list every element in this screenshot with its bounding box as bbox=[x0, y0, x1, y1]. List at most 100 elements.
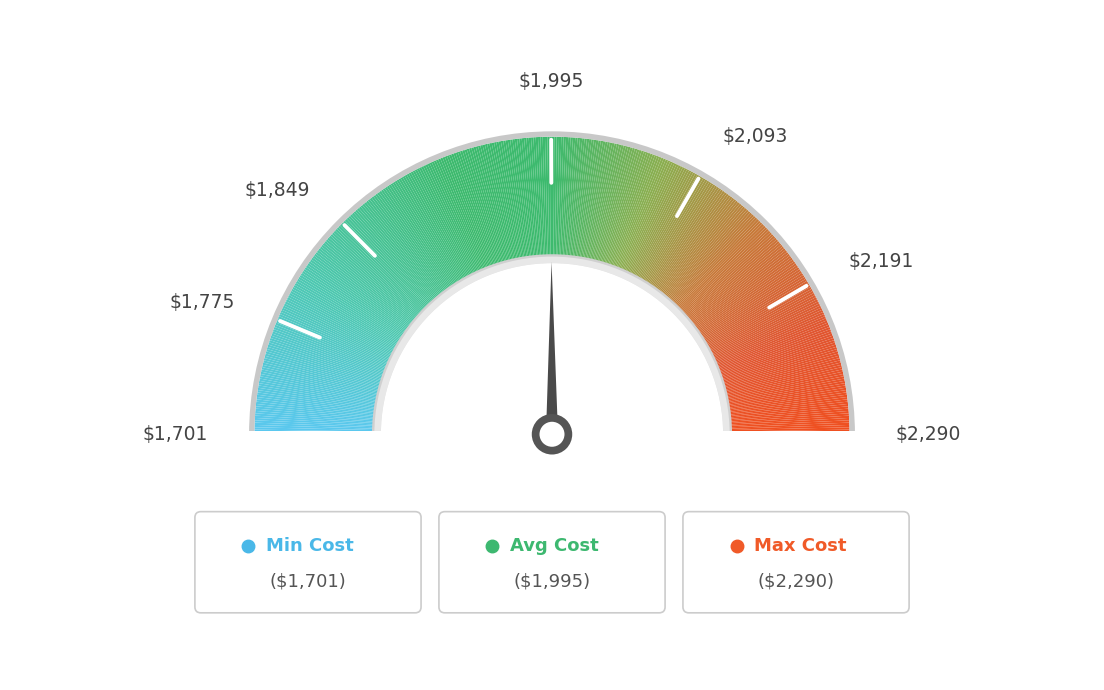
Wedge shape bbox=[374, 257, 730, 434]
Wedge shape bbox=[691, 248, 786, 324]
Text: ($1,995): ($1,995) bbox=[513, 573, 591, 591]
Wedge shape bbox=[269, 338, 383, 377]
Wedge shape bbox=[726, 374, 843, 400]
Wedge shape bbox=[658, 195, 731, 291]
Wedge shape bbox=[619, 159, 666, 269]
Wedge shape bbox=[647, 181, 711, 284]
Wedge shape bbox=[590, 144, 617, 260]
Wedge shape bbox=[517, 139, 532, 257]
Wedge shape bbox=[730, 402, 848, 416]
Wedge shape bbox=[580, 140, 601, 258]
Wedge shape bbox=[731, 425, 849, 430]
Wedge shape bbox=[255, 413, 374, 423]
Wedge shape bbox=[289, 293, 395, 351]
Wedge shape bbox=[501, 141, 522, 258]
Wedge shape bbox=[519, 138, 534, 257]
Circle shape bbox=[540, 422, 564, 446]
Wedge shape bbox=[673, 216, 756, 304]
Wedge shape bbox=[629, 166, 683, 274]
Wedge shape bbox=[558, 137, 564, 256]
Wedge shape bbox=[257, 388, 375, 408]
Wedge shape bbox=[724, 356, 840, 388]
Wedge shape bbox=[703, 277, 806, 341]
Wedge shape bbox=[729, 390, 847, 409]
Wedge shape bbox=[489, 143, 516, 259]
Wedge shape bbox=[724, 353, 839, 387]
Wedge shape bbox=[274, 327, 385, 371]
Wedge shape bbox=[730, 418, 849, 426]
Wedge shape bbox=[583, 141, 605, 259]
Wedge shape bbox=[316, 252, 411, 326]
FancyBboxPatch shape bbox=[683, 512, 909, 613]
Wedge shape bbox=[714, 312, 825, 362]
Wedge shape bbox=[651, 187, 720, 286]
Wedge shape bbox=[726, 369, 843, 397]
Wedge shape bbox=[255, 418, 374, 426]
Wedge shape bbox=[469, 148, 503, 263]
Wedge shape bbox=[443, 157, 488, 268]
Wedge shape bbox=[723, 349, 838, 384]
Wedge shape bbox=[677, 222, 763, 308]
Wedge shape bbox=[381, 190, 450, 288]
Wedge shape bbox=[555, 137, 559, 256]
Wedge shape bbox=[429, 162, 480, 272]
Wedge shape bbox=[460, 150, 498, 264]
Wedge shape bbox=[730, 400, 848, 415]
Wedge shape bbox=[399, 178, 461, 282]
Wedge shape bbox=[616, 157, 661, 268]
Wedge shape bbox=[329, 236, 420, 316]
Text: ($2,290): ($2,290) bbox=[757, 573, 835, 591]
Wedge shape bbox=[624, 162, 675, 272]
Wedge shape bbox=[686, 237, 777, 317]
Wedge shape bbox=[297, 279, 400, 342]
Wedge shape bbox=[256, 400, 374, 415]
Wedge shape bbox=[681, 229, 768, 312]
Wedge shape bbox=[436, 159, 484, 270]
Wedge shape bbox=[317, 250, 412, 325]
Wedge shape bbox=[671, 213, 752, 302]
Wedge shape bbox=[304, 269, 404, 336]
Wedge shape bbox=[723, 351, 838, 386]
Wedge shape bbox=[255, 411, 374, 422]
Wedge shape bbox=[255, 422, 373, 428]
Wedge shape bbox=[667, 206, 745, 299]
Wedge shape bbox=[295, 283, 399, 344]
Wedge shape bbox=[438, 159, 485, 269]
Wedge shape bbox=[668, 208, 747, 299]
Wedge shape bbox=[401, 177, 463, 281]
Wedge shape bbox=[308, 262, 406, 332]
Wedge shape bbox=[650, 186, 718, 286]
Wedge shape bbox=[386, 186, 454, 286]
Wedge shape bbox=[359, 206, 437, 299]
Wedge shape bbox=[640, 176, 701, 280]
Wedge shape bbox=[679, 226, 766, 310]
Wedge shape bbox=[434, 160, 482, 270]
Wedge shape bbox=[332, 233, 421, 314]
Wedge shape bbox=[730, 411, 849, 422]
Wedge shape bbox=[254, 430, 373, 433]
Wedge shape bbox=[543, 137, 548, 256]
Wedge shape bbox=[293, 287, 397, 347]
Wedge shape bbox=[707, 285, 810, 346]
Wedge shape bbox=[652, 188, 721, 288]
Wedge shape bbox=[256, 402, 374, 416]
Wedge shape bbox=[277, 318, 388, 366]
Wedge shape bbox=[355, 210, 435, 300]
Wedge shape bbox=[714, 310, 824, 361]
Wedge shape bbox=[725, 362, 841, 393]
Wedge shape bbox=[383, 188, 452, 288]
Wedge shape bbox=[272, 331, 384, 374]
Wedge shape bbox=[325, 241, 416, 319]
Wedge shape bbox=[280, 310, 390, 361]
Wedge shape bbox=[296, 281, 399, 344]
Text: Min Cost: Min Cost bbox=[266, 538, 354, 555]
Wedge shape bbox=[282, 308, 391, 359]
Wedge shape bbox=[403, 176, 464, 280]
Wedge shape bbox=[719, 327, 830, 371]
Wedge shape bbox=[716, 318, 827, 366]
Wedge shape bbox=[618, 157, 664, 269]
Wedge shape bbox=[626, 163, 677, 272]
Wedge shape bbox=[699, 265, 798, 334]
Wedge shape bbox=[690, 244, 783, 322]
Wedge shape bbox=[415, 169, 471, 276]
